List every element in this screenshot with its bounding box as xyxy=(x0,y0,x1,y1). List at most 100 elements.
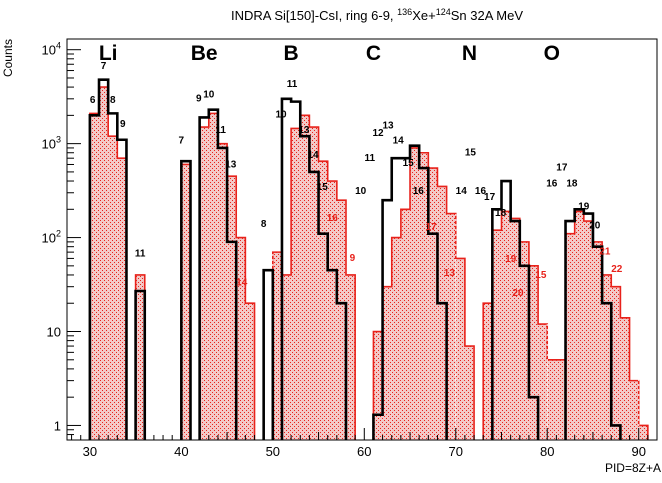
y-tick-label: 10 xyxy=(47,325,61,340)
y-axis-title: Counts xyxy=(1,39,15,77)
x-tick-label: 30 xyxy=(83,444,97,459)
title-part-2: Xe+ xyxy=(412,8,436,23)
red-histogram-bar xyxy=(592,241,603,440)
red-histogram-bar xyxy=(419,152,429,440)
red-histogram-bar xyxy=(181,164,191,440)
isotope-annotation: 13 xyxy=(225,159,237,170)
red-histogram-bar xyxy=(574,211,584,440)
y-tick-exponent: 3 xyxy=(56,135,61,145)
y-tick-label: 102 xyxy=(42,229,61,246)
red-histogram-bar xyxy=(281,274,292,440)
isotope-annotation: 14 xyxy=(236,277,248,288)
title-superscript-1: 136 xyxy=(397,7,412,17)
title-part-1: INDRA Si[150]-CsI, ring 6-9, xyxy=(231,8,397,23)
red-histogram-bar xyxy=(565,233,575,440)
isotope-annotation: 17 xyxy=(425,222,437,233)
red-histogram-bar xyxy=(245,303,255,440)
black-outline-series xyxy=(88,78,622,440)
red-histogram-bar xyxy=(528,265,539,440)
red-histogram-bar xyxy=(272,252,282,440)
y-tick-base: 10 xyxy=(42,43,56,58)
isotope-annotation: 6 xyxy=(90,95,96,106)
y-tick-exponent: 4 xyxy=(56,41,61,51)
y-tick-label: 103 xyxy=(42,135,61,152)
element-label: O xyxy=(544,42,560,65)
y-tick-base: 10 xyxy=(47,325,61,340)
isotope-annotation: 15 xyxy=(535,270,547,281)
red-histogram-bar xyxy=(309,127,319,440)
title-superscript-2: 124 xyxy=(436,7,451,17)
isotope-annotation: 11 xyxy=(135,248,146,259)
title-part-3: Sn 32A MeV xyxy=(451,8,524,23)
isotope-annotation: 18 xyxy=(495,208,507,219)
isotope-annotation: 12 xyxy=(372,128,384,139)
isotope-annotation: 8 xyxy=(261,219,267,230)
black-histogram-outline xyxy=(88,78,622,440)
x-tick-label: 70 xyxy=(449,444,463,459)
red-histogram-bar xyxy=(400,209,411,440)
isotope-annotation: 10 xyxy=(275,109,287,120)
isotope-annotation: 9 xyxy=(120,119,126,130)
isotope-annotation: 20 xyxy=(589,220,601,231)
red-histogram-bar xyxy=(300,115,310,440)
red-histogram-bar xyxy=(89,113,100,440)
element-label: Li xyxy=(99,42,118,65)
red-histogram-bar xyxy=(464,346,475,440)
isotope-annotation: 11 xyxy=(364,153,375,164)
red-histogram-bar xyxy=(620,317,630,440)
y-tick-base: 1 xyxy=(54,418,61,433)
isotope-annotation: 17 xyxy=(556,162,568,173)
element-label: C xyxy=(366,42,381,65)
red-histogram-bar xyxy=(547,359,557,440)
isotope-annotation: 15 xyxy=(403,158,415,169)
element-label: N xyxy=(462,42,477,65)
red-histogram-bar xyxy=(327,181,337,440)
red-histogram-bar xyxy=(638,425,648,440)
isotope-annotation: 11 xyxy=(287,79,298,90)
red-histogram-bar xyxy=(345,274,356,440)
red-histogram-bar xyxy=(236,237,246,440)
isotope-annotation: 11 xyxy=(215,125,226,136)
y-tick-label: 1 xyxy=(54,418,61,433)
isotope-annotation: 10 xyxy=(203,89,215,100)
isotope-annotation: 14 xyxy=(393,136,405,147)
red-histogram-bar xyxy=(611,286,621,440)
red-histogram-bar xyxy=(519,241,529,440)
x-tick-label: 90 xyxy=(631,444,645,459)
element-label: Be xyxy=(191,42,218,65)
red-histogram-bar xyxy=(382,286,392,440)
isotope-annotation: 7 xyxy=(101,61,107,72)
isotope-annotation: 13 xyxy=(383,120,395,131)
element-labels: Li Be B C N O xyxy=(99,42,560,65)
isotope-annotation: 19 xyxy=(505,254,517,265)
red-histogram-bar xyxy=(336,200,346,440)
red-histogram-bar xyxy=(629,380,639,440)
isotope-annotation: 16 xyxy=(327,213,339,224)
isotope-annotation: 15 xyxy=(317,182,329,193)
isotope-annotation: 15 xyxy=(465,147,477,158)
x-tick-label: 50 xyxy=(266,444,280,459)
isotope-annotation: 21 xyxy=(599,247,611,258)
isotope-annotation: 19 xyxy=(578,201,590,212)
red-histogram-bar xyxy=(217,143,228,440)
red-histogram-bar xyxy=(437,186,447,440)
red-histogram-bar xyxy=(391,237,401,440)
red-histogram-bar xyxy=(556,359,566,440)
isotope-annotation: 16 xyxy=(546,178,558,189)
chart-title: INDRA Si[150]-CsI, ring 6-9, 136Xe+124Sn… xyxy=(231,7,523,23)
isotope-annotation: 18 xyxy=(566,178,578,189)
isotope-annotation: 13 xyxy=(298,125,310,136)
red-histogram-bar xyxy=(135,274,145,440)
y-tick-base: 10 xyxy=(42,231,56,246)
red-histogram-bar xyxy=(108,136,118,440)
y-tick-base: 10 xyxy=(42,137,56,152)
red-histogram-bar xyxy=(501,211,511,440)
red-histogram-bar xyxy=(602,274,612,440)
isotope-annotation: 7 xyxy=(179,136,185,147)
isotope-annotation: 13 xyxy=(444,268,456,279)
isotope-annotation: 8 xyxy=(110,95,116,106)
isotope-annotation: 16 xyxy=(413,186,425,197)
x-tick-label: 40 xyxy=(174,444,188,459)
isotope-annotation: 22 xyxy=(611,264,623,275)
